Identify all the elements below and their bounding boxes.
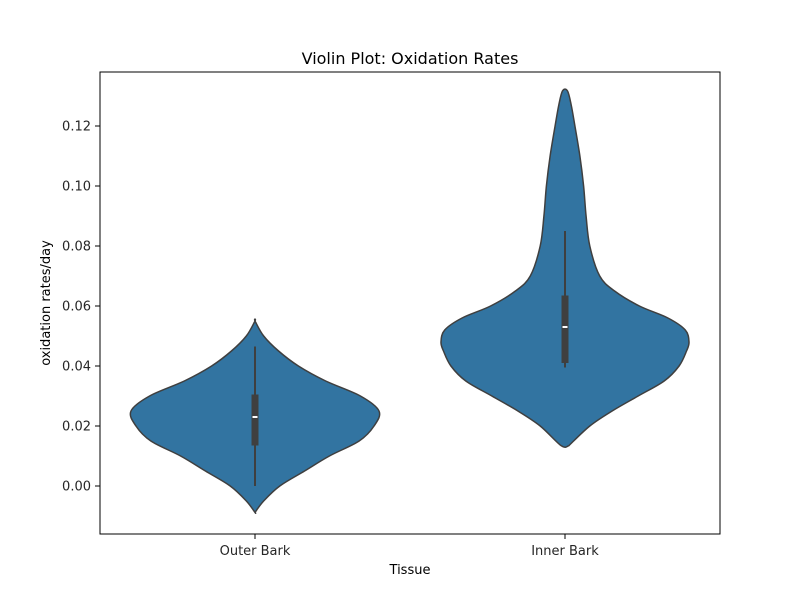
axes: 0.00 0.02 0.04 0.06 0.08 0.10 0.12 Outer Bark In… [62,71,721,559]
axes-frame [99,71,721,535]
chart-title: Violin Plot: Oxidation Rates [302,49,519,68]
violin-outer-bark [129,318,381,514]
y-tick-label: 0.08 [62,240,91,255]
x-tick-label: Inner Bark [531,544,599,559]
y-axis-label: oxidation rates/day [39,240,54,366]
y-tick-label: 0.04 [62,360,91,375]
iqr-box-outer-bark [251,394,259,446]
y-tick-label: 0.06 [62,300,91,315]
plot-area [129,88,690,514]
iqr-box-inner-bark [561,295,569,363]
y-tick-label: 0.12 [62,120,91,135]
y-tick-label: 0.00 [62,480,91,495]
x-tick-label: Outer Bark [220,544,291,559]
y-tick-label: 0.10 [62,180,91,195]
violin-inner-bark [440,88,690,448]
x-axis-label: Tissue [389,563,431,578]
y-tick-label: 0.02 [62,420,91,435]
